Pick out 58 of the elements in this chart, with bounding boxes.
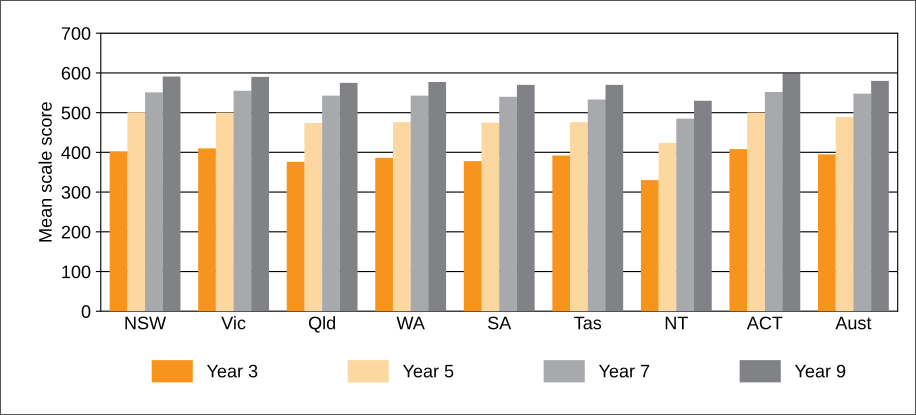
legend-label: Year 3 <box>206 364 258 378</box>
x-tick-label: NSW <box>125 316 166 330</box>
x-tick-label: WA <box>396 316 425 330</box>
legend-label: Year 5 <box>402 364 454 378</box>
x-tick-label: Aust <box>835 316 872 330</box>
x-tick-label: SA <box>488 316 512 330</box>
bar <box>304 122 322 312</box>
bar <box>853 94 872 312</box>
bar <box>110 152 128 312</box>
bar <box>162 76 180 312</box>
bar <box>499 96 517 312</box>
legend-label: Year 9 <box>794 364 846 378</box>
bar <box>640 180 659 312</box>
bar <box>251 76 269 312</box>
bar <box>322 96 340 312</box>
bar <box>410 96 428 312</box>
y-tick-label: 300 <box>62 186 90 199</box>
bar <box>764 92 783 312</box>
x-tick-label: Vic <box>221 316 246 330</box>
x-tick-label: Qld <box>308 316 336 333</box>
x-tick-label: NT <box>666 316 688 330</box>
legend-label: Year 7 <box>598 364 650 378</box>
bar <box>552 156 570 312</box>
y-tick-label: 600 <box>62 66 90 80</box>
bar <box>234 90 252 312</box>
bar <box>482 122 500 312</box>
y-tick-label: 200 <box>62 226 90 239</box>
y-tick-label: 400 <box>61 146 90 160</box>
bar <box>747 112 765 312</box>
bar <box>375 158 393 312</box>
bar <box>658 142 676 312</box>
x-tick-label: Tas <box>574 316 602 330</box>
y-axis-title: Mean scale score <box>38 102 52 242</box>
bar <box>286 162 304 312</box>
bar <box>605 84 624 312</box>
bar <box>570 122 588 312</box>
bar <box>588 100 606 312</box>
y-tick-label: 700 <box>62 27 90 40</box>
x-tick-label: ACT <box>746 316 783 330</box>
y-tick-label: 100 <box>62 265 90 278</box>
bar <box>464 161 482 312</box>
bar <box>871 80 889 312</box>
bar <box>127 112 146 312</box>
bar <box>198 148 216 312</box>
bar <box>782 74 800 312</box>
bar <box>694 100 712 312</box>
bar <box>516 84 535 312</box>
bar <box>818 154 836 312</box>
y-tick-label: 0 <box>82 305 90 318</box>
bar <box>428 82 446 312</box>
bar <box>145 92 163 312</box>
y-tick-label: 500 <box>62 106 90 120</box>
bar <box>676 118 694 312</box>
bar <box>340 82 358 312</box>
bar <box>216 112 234 312</box>
bar <box>836 117 854 312</box>
bar <box>392 122 411 312</box>
bar <box>729 149 748 312</box>
